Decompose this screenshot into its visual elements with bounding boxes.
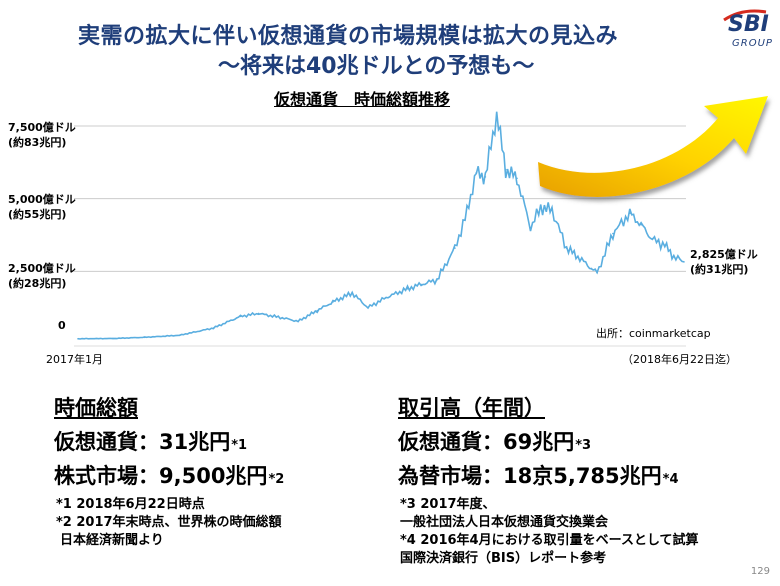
grid-layer: [74, 125, 686, 347]
volume-crypto-row: 仮想通貨：69兆円*3: [398, 426, 699, 456]
row-value: 9,500兆円: [159, 464, 268, 488]
y-tick-label: 2,500億ドル: [8, 262, 76, 275]
row-note: *2: [268, 472, 285, 487]
data-point: [551, 209, 553, 212]
data-point: [178, 334, 181, 337]
data-point: [565, 247, 568, 249]
data-point: [420, 283, 422, 286]
market-cap-line-chart: [74, 96, 768, 347]
data-point: [297, 320, 299, 323]
y-tick-sub: (約55兆円): [8, 208, 67, 221]
y-tick-2500: 2,500億ドル (約28兆円): [8, 261, 76, 291]
end-value-label: 2,825億ドル (約31兆円): [690, 247, 758, 277]
data-point: [590, 267, 593, 270]
data-point: [281, 317, 284, 319]
data-point: [464, 218, 466, 220]
row-note: *1: [231, 438, 248, 453]
data-point: [406, 287, 409, 290]
trading-volume-heading: 取引高（年間）: [398, 396, 545, 420]
data-point: [316, 309, 319, 312]
data-point: [629, 212, 631, 214]
y-tick-7500: 7,500億ドル (約83兆円): [8, 120, 76, 150]
data-point: [77, 337, 79, 340]
sbi-logo: SBI: [728, 12, 769, 37]
page-number: 129: [750, 566, 770, 577]
row-label: 仮想通貨：: [398, 430, 503, 454]
data-point: [143, 336, 146, 339]
x-start-label: 2017年1月: [46, 353, 103, 366]
data-point: [212, 327, 215, 329]
market-cap-crypto-row: 仮想通貨：31兆円*1: [54, 426, 284, 456]
y-tick-label: 7,500億ドル: [8, 121, 76, 134]
data-point: [332, 301, 334, 303]
data-point: [683, 261, 685, 263]
footnote: 国際決済銀行（BIS）レポート参考: [400, 551, 607, 566]
slide-subtitle: ～将来は40兆ドルとの予想も～: [218, 54, 535, 79]
slide-title: 実需の拡大に伴い仮想通貨の市場規模は拡大の見込み: [78, 24, 619, 49]
market-cap-stock-row: 株式市場：9,500兆円*2: [54, 460, 284, 490]
row-note: *4: [662, 472, 679, 487]
data-point: [577, 255, 579, 258]
footnote: *3 2017年度、: [400, 497, 496, 512]
row-note: *3: [575, 438, 592, 453]
footnote: 一般社団法人日本仮想通貨交換業会: [400, 515, 609, 530]
row-value: 69兆円: [503, 430, 575, 454]
y-tick-sub: (約28兆円): [8, 277, 67, 290]
end-value: 2,825億ドル: [690, 248, 758, 261]
data-point: [529, 226, 532, 229]
data-point: [539, 206, 542, 209]
data-point: [651, 238, 654, 241]
data-point: [257, 312, 260, 315]
end-value-sub: (約31兆円): [690, 263, 749, 276]
y-tick-label: 5,000億ドル: [8, 193, 76, 206]
data-point: [640, 224, 642, 226]
data-point: [673, 255, 675, 258]
data-point: [475, 171, 478, 174]
data-point: [504, 168, 507, 171]
data-point: [112, 337, 114, 340]
volume-fx-row: 為替市場：18京5,785兆円*4: [398, 460, 699, 490]
footnote: 日本経済新聞より: [60, 533, 164, 548]
market-cap-notes: *1 2018年6月22日時点 *2 2017年末時点、世界株の時価総額 日本経…: [56, 496, 284, 550]
chart-title: 仮想通貨 時価総額推移: [274, 90, 451, 109]
row-label: 株式市場：: [54, 464, 159, 488]
data-point: [367, 306, 369, 309]
data-point: [612, 232, 614, 235]
row-value: 31兆円: [159, 430, 231, 454]
chart-source: 出所：coinmarketcap: [596, 327, 711, 340]
trading-volume-panel: 取引高（年間） 仮想通貨：69兆円*3 為替市場：18京5,785兆円*4 *3…: [398, 392, 699, 568]
data-point: [351, 292, 354, 294]
logo-swoosh-icon: [723, 9, 767, 22]
market-cap-series-line: [77, 111, 685, 340]
sbi-logo-sub: GROUP: [732, 38, 773, 49]
data-point: [495, 113, 498, 116]
x-end-label: （2018年6月22日迄）: [622, 353, 737, 366]
footnote: *4 2016年4月における取引量をベースとして試算: [400, 533, 699, 548]
data-point: [516, 177, 518, 180]
trading-volume-notes: *3 2017年度、 一般社団法人日本仮想通貨交換業会 *4 2016年4月にお…: [400, 496, 699, 568]
data-point: [239, 315, 242, 318]
growth-arrow-icon: [538, 96, 768, 197]
data-point: [454, 247, 456, 249]
data-point: [484, 176, 487, 178]
y-tick-sub: (約83兆円): [8, 136, 67, 149]
market-cap-heading: 時価総額: [54, 396, 138, 420]
data-point: [385, 296, 387, 299]
data-point: [664, 244, 666, 246]
footnote: *1 2018年6月22日時点: [56, 497, 205, 512]
row-label: 仮想通貨：: [54, 430, 159, 454]
data-point: [436, 279, 438, 281]
footnote: *2 2017年末時点、世界株の時価総額: [56, 515, 282, 530]
market-cap-panel: 時価総額 仮想通貨：31兆円*1 株式市場：9,500兆円*2 *1 2018年…: [54, 392, 284, 550]
row-label: 為替市場：: [398, 464, 503, 488]
data-point: [596, 271, 598, 274]
y-tick-5000: 5,000億ドル (約55兆円): [8, 192, 76, 222]
y-tick-0: 0: [58, 319, 66, 332]
row-value: 18京5,785兆円: [503, 464, 662, 488]
